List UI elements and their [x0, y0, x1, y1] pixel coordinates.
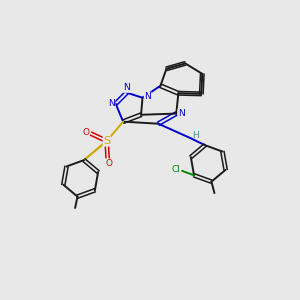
Text: N: N [144, 92, 151, 101]
Text: O: O [82, 128, 89, 136]
Text: N: N [108, 99, 115, 108]
Text: S: S [103, 136, 110, 146]
Text: H: H [192, 130, 199, 140]
Text: Cl: Cl [171, 165, 180, 174]
Text: N: N [178, 109, 185, 118]
Text: N: N [123, 83, 130, 92]
Text: O: O [105, 159, 112, 168]
